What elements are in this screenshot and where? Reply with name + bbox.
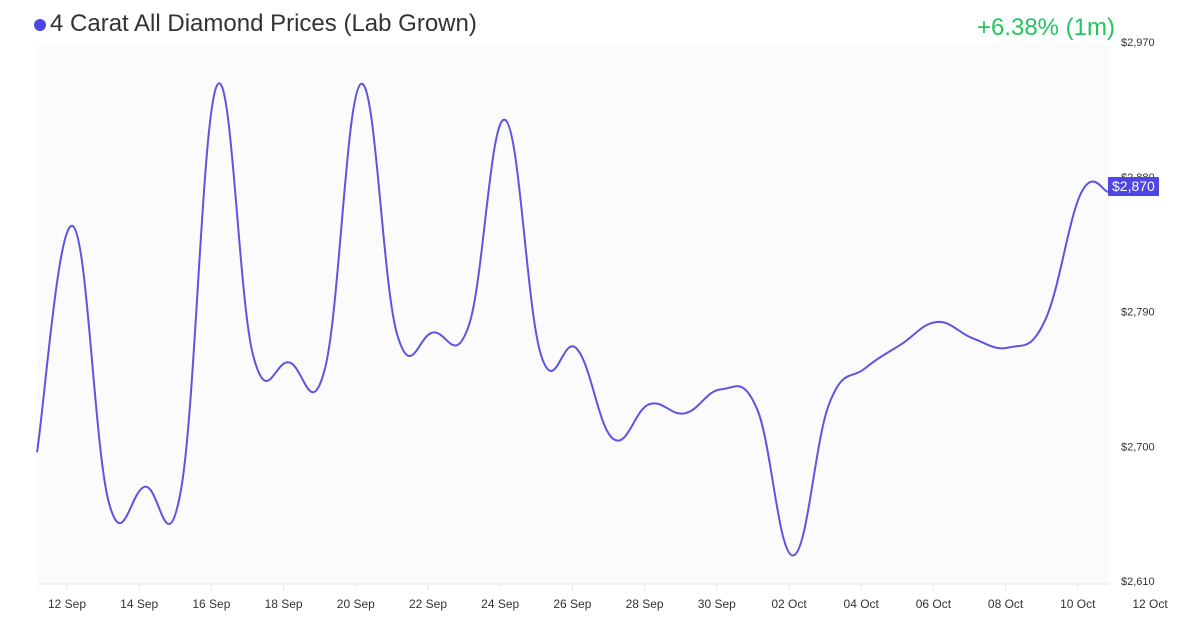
x-tick-label: 06 Oct xyxy=(916,597,952,611)
x-tick-label: 14 Sep xyxy=(120,597,158,611)
y-tick-label: $2,790 xyxy=(1121,307,1155,319)
current-price-tag: $2,870 xyxy=(1108,177,1159,196)
x-tick-label: 18 Sep xyxy=(265,597,303,611)
x-tick-label: 20 Sep xyxy=(337,597,375,611)
x-tick-label: 12 Sep xyxy=(48,597,86,611)
chart-title: 4 Carat All Diamond Prices (Lab Grown) xyxy=(50,10,477,37)
y-tick-label: $2,700 xyxy=(1121,441,1155,453)
x-tick-label: 24 Sep xyxy=(481,597,519,611)
x-tick-label: 30 Sep xyxy=(698,597,736,611)
y-tick-label: $2,610 xyxy=(1121,576,1155,588)
y-axis: $2,970$2,880$2,790$2,700$2,610 xyxy=(1121,37,1155,588)
x-tick-label: 04 Oct xyxy=(844,597,880,611)
x-tick-label: 12 Oct xyxy=(1132,597,1168,611)
x-tick-label: 26 Sep xyxy=(553,597,591,611)
x-axis: 12 Sep 14 Sep 16 Sep 18 Sep 20 Sep 22 Sep 24 S… xyxy=(48,584,1168,611)
x-tick-label: 08 Oct xyxy=(988,597,1024,611)
price-line xyxy=(36,82,1109,557)
y-tick-label: $2,970 xyxy=(1121,37,1155,49)
plot-area xyxy=(37,45,1109,584)
x-tick-label: 10 Oct xyxy=(1060,597,1096,611)
x-tick-label: 16 Sep xyxy=(192,597,230,611)
series-dot-icon xyxy=(34,19,46,31)
x-tick-label: 22 Sep xyxy=(409,597,447,611)
x-tick-label: 02 Oct xyxy=(771,597,807,611)
x-tick-label: 28 Sep xyxy=(626,597,664,611)
price-change-badge: +6.38% (1m) xyxy=(976,14,1115,41)
chart-title-block: 4 Carat All Diamond Prices (Lab Grown) xyxy=(34,10,477,38)
